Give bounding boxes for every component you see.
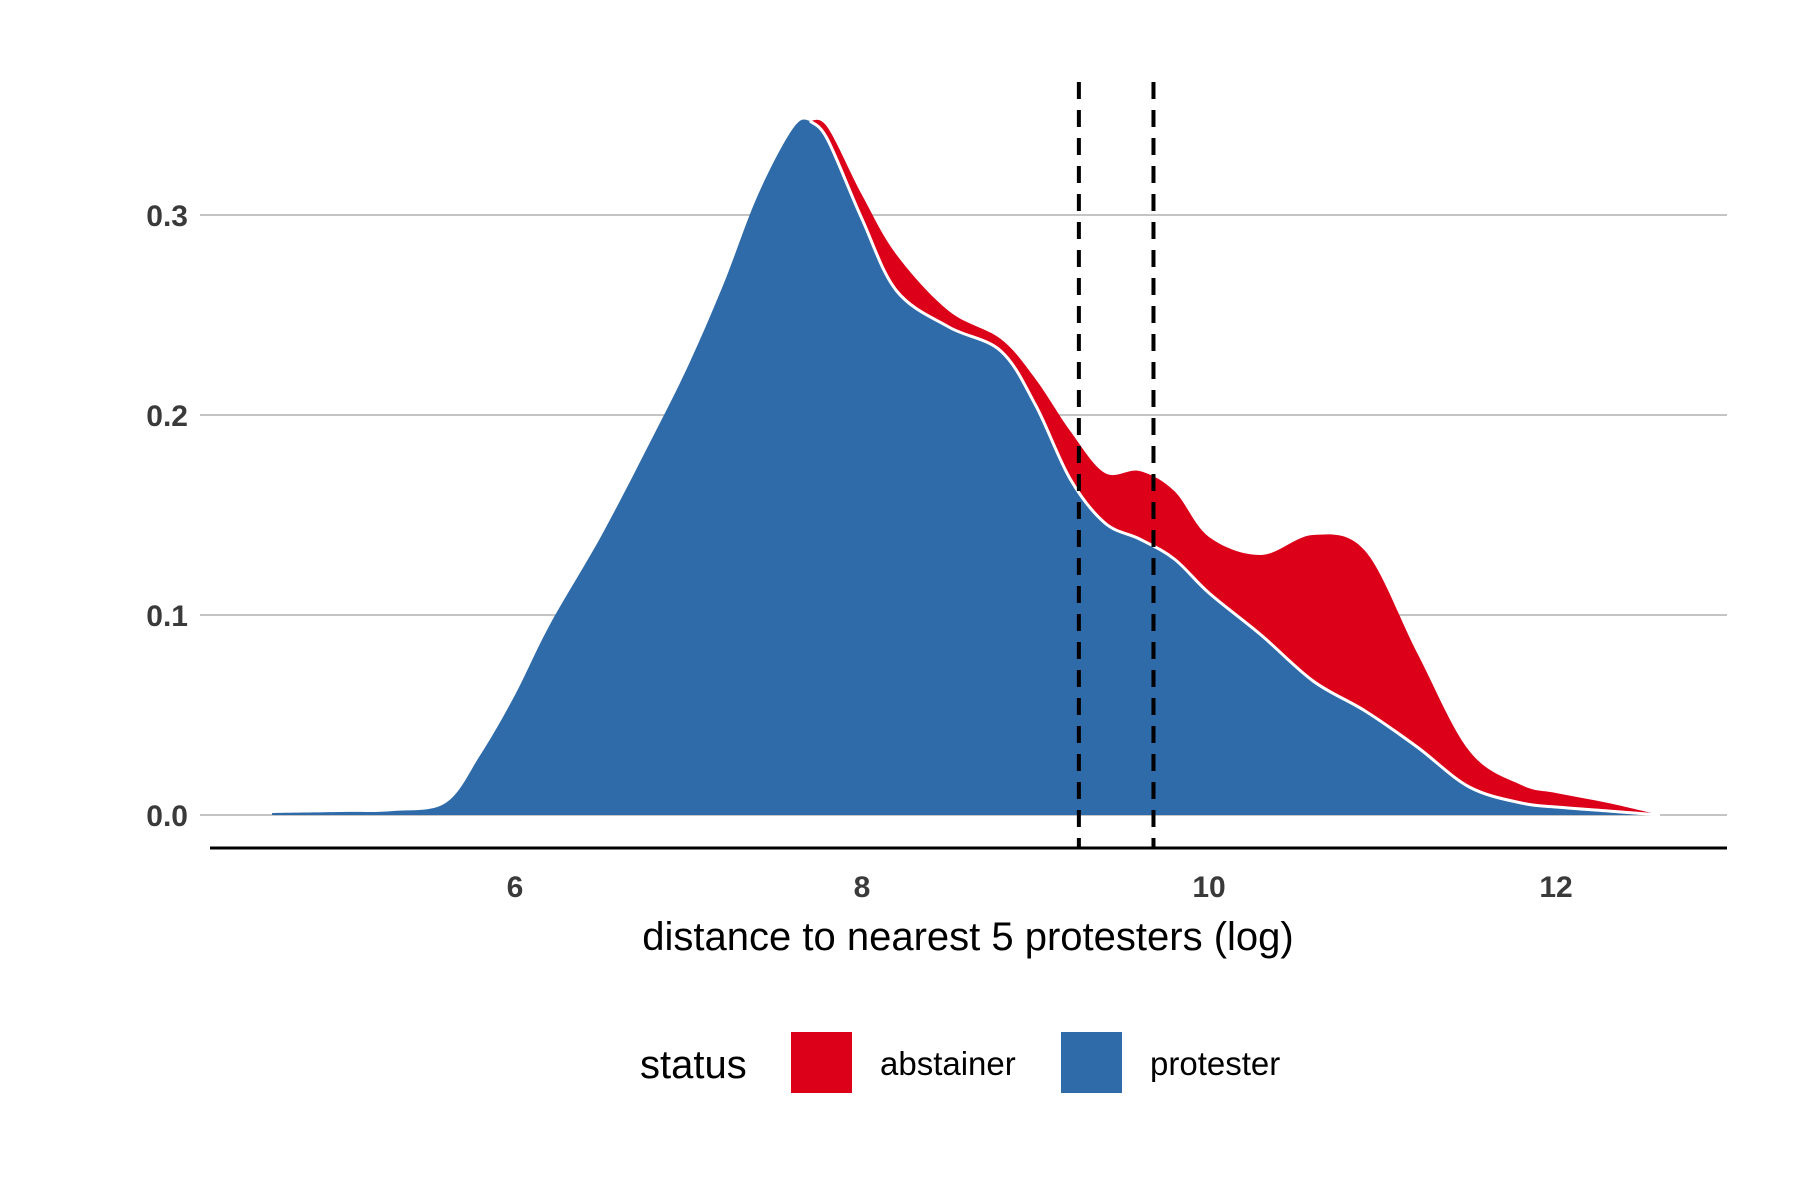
protester-density-outline: [808, 119, 1661, 817]
x-axis-title: distance to nearest 5 protesters (log): [642, 915, 1293, 959]
x-tick-label: 6: [507, 871, 524, 904]
legend: status abstainer protester: [640, 1032, 1280, 1093]
y-tick-label: 0.1: [146, 600, 188, 633]
x-tick-label: 12: [1539, 871, 1572, 904]
axes: 6 8 10 12: [210, 846, 1727, 904]
x-tick-label: 10: [1192, 871, 1225, 904]
legend-label-abstainer: abstainer: [880, 1045, 1016, 1082]
legend-entries: abstainer protester: [791, 1032, 1280, 1093]
y-tick-label: 0.3: [146, 200, 188, 233]
legend-key-abstainer: [791, 1032, 852, 1093]
legend-label-protester: protester: [1150, 1045, 1280, 1082]
reference-lines: [1076, 82, 1156, 848]
protester-density-area: [272, 119, 1661, 815]
y-tick-label: 0.0: [146, 800, 188, 833]
legend-title: status: [640, 1043, 747, 1087]
density-areas: [272, 119, 1661, 817]
legend-key-protester: [1061, 1032, 1122, 1093]
x-tick-label: 8: [854, 871, 871, 904]
y-tick-label: 0.2: [146, 400, 188, 433]
